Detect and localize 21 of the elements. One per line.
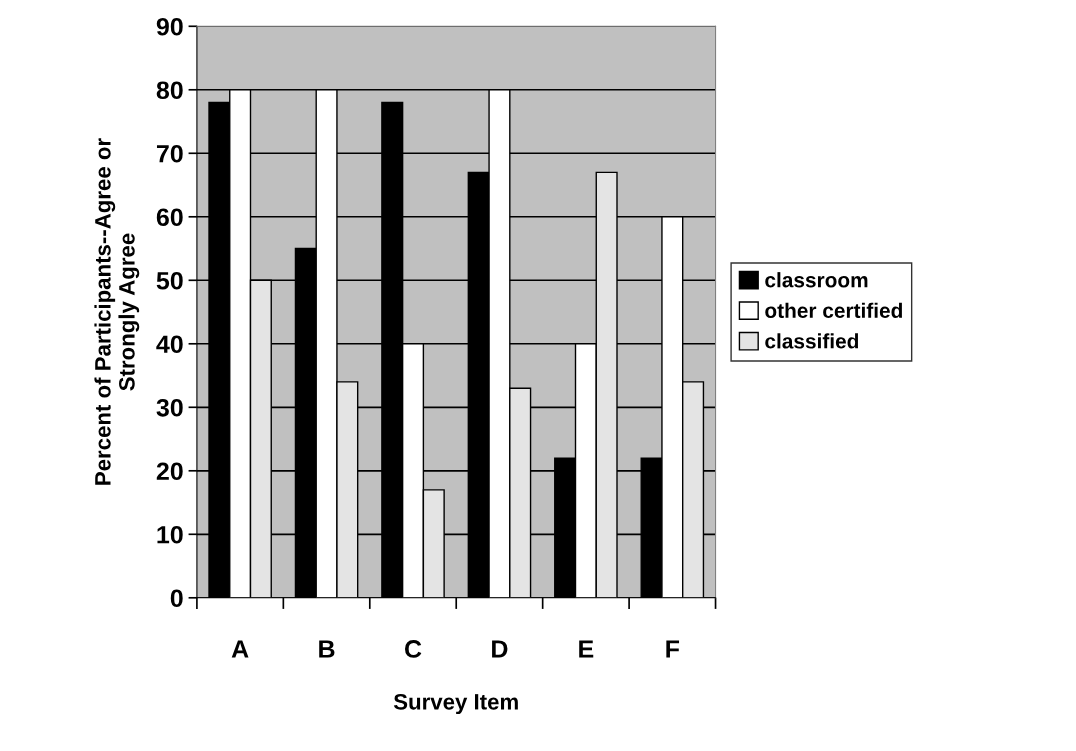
y-tick-label: 50 [156, 271, 183, 290]
x-tick-label: F [666, 640, 680, 658]
y-tick-label: 70 [156, 144, 183, 163]
y-tick-label: 90 [156, 17, 183, 36]
y-tick-label: 40 [156, 335, 183, 354]
x-tick-label: B [319, 640, 335, 658]
x-axis-title: Survey Item [393, 693, 518, 715]
legend-label: classroom [765, 272, 868, 288]
x-tick-label: D [492, 640, 508, 658]
x-tick-label: A [231, 640, 249, 658]
x-tick-label: E [579, 640, 594, 658]
legend-label: classified [765, 333, 859, 349]
y-tick-label: 60 [156, 208, 183, 227]
y-tick-label: 80 [156, 81, 183, 100]
y-tick-label: 20 [156, 462, 183, 481]
legend-label: other certified [765, 302, 902, 318]
y-tick-label: 30 [156, 398, 183, 417]
y-axis-title: Percent of Participants--Agree or Strongly Agree [94, 138, 140, 485]
y-tick-label: 10 [157, 525, 183, 544]
y-tick-label: 0 [170, 589, 183, 608]
x-tick-label: C [405, 640, 422, 658]
